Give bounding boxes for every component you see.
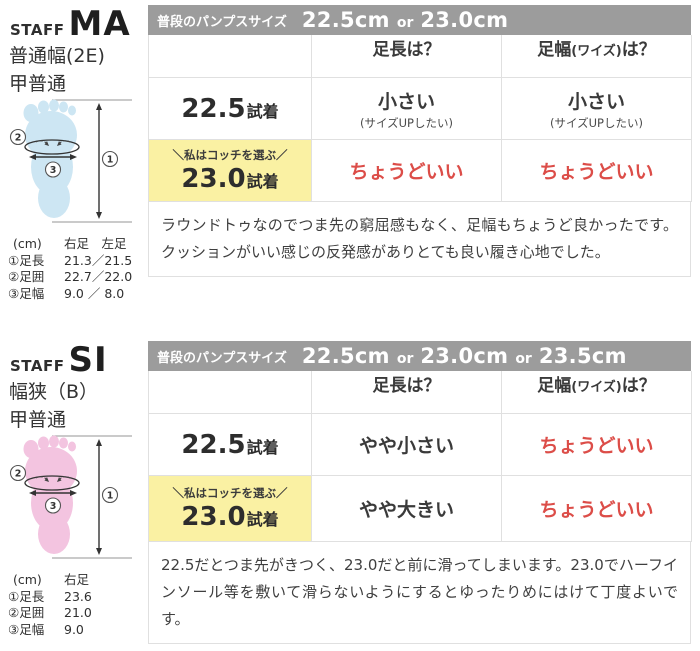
- column-header-width: 足幅 (ワイズ) は？: [502, 371, 692, 414]
- usual-size-bar: 普段のパンプスサイズ 22.5cm or 23.0cm or 23.5cm: [148, 341, 691, 371]
- fit-result-length: やや小さい: [312, 414, 502, 476]
- measurement-columns: 右足 左足: [64, 236, 127, 251]
- width-arrowhead-right: [70, 490, 77, 496]
- usual-size-label: 普段のパンプスサイズ: [157, 14, 287, 30]
- foot-shape: [23, 435, 77, 554]
- fit-review-table: 普段のパンプスサイズ 22.5cm or 23.0cm 足長は？ 足幅 (ワイズ)…: [148, 5, 692, 277]
- tryon-size-cell: 22.5試着: [149, 78, 312, 140]
- staff-name: SI: [68, 340, 108, 380]
- circled-3-icon: 3: [44, 161, 62, 178]
- length-arrowhead-top: [96, 439, 102, 446]
- fit-result-length: 小さい (サイズUPしたい): [312, 78, 502, 140]
- girth-dashed-arrow-right: [57, 476, 71, 481]
- measurement-row: ①足長 23.6: [8, 588, 92, 604]
- circled-2-icon: 2: [9, 128, 27, 146]
- circled-2-icon: 2: [9, 464, 27, 482]
- fit-result-length: やや大きい: [312, 476, 502, 542]
- measurement-columns: 右足: [64, 572, 90, 587]
- or-label: or: [396, 15, 414, 31]
- staff-comment: 22.5だとつま先がきつく、23.0だと前に滑ってしまいます。23.0でハーフイ…: [148, 542, 691, 644]
- measurement-unit: (cm): [13, 572, 42, 587]
- girth-ellipse: [24, 139, 80, 155]
- svg-text:3: 3: [50, 165, 57, 176]
- foot-shape: [23, 99, 77, 218]
- staff-prefix-label: STAFF: [10, 357, 65, 375]
- measurement-row: ③足幅 9.0: [8, 621, 84, 637]
- circled-3-icon: 3: [44, 497, 62, 514]
- usual-size-values: 22.5cm or 23.0cm or 23.5cm: [301, 344, 627, 368]
- fit-result-width: ちょうどいい: [502, 140, 692, 202]
- dash-arrowhead-right: [57, 141, 62, 146]
- tryon-size-cell-picked: ＼私はコッチを選ぶ／ 23.0試着: [149, 140, 312, 202]
- foot-diagram: 2 3 1: [9, 435, 132, 559]
- foot-measurements: (cm) 右足 左足 ①足長 21.3／21.5 ②足囲 22.7／22.0 ③…: [8, 236, 132, 302]
- or-label: or: [396, 351, 414, 367]
- length-arrowhead-bottom: [96, 548, 102, 555]
- measurement-row: ①足長 21.3／21.5: [8, 252, 133, 268]
- usual-size-values: 22.5cm or 23.0cm: [301, 8, 509, 32]
- fit-result-length: ちょうどいい: [312, 140, 502, 202]
- measurement-row: ③足幅 9.0 ／ 8.0: [8, 285, 125, 301]
- or-label: or: [515, 351, 532, 367]
- usual-size-bar: 普段のパンプスサイズ 22.5cm or 23.0cm: [148, 5, 691, 35]
- width-arrowhead-left: [29, 490, 36, 496]
- fit-result-width: ちょうどいい: [502, 414, 692, 476]
- foot-width-type: 幅狭（B）: [9, 381, 99, 403]
- staff-title: STAFF SI: [10, 340, 108, 380]
- my-pick-banner: ＼私はコッチを選ぶ／: [172, 148, 288, 162]
- foot-diagram: 2 3 1: [9, 99, 132, 223]
- column-header-length: 足長は？: [312, 35, 502, 78]
- measurement-row: ②足囲 22.7／22.0: [8, 269, 133, 284]
- svg-text:1: 1: [107, 154, 114, 165]
- dash-arrowhead-left: [44, 477, 49, 482]
- dash-arrowhead-right: [57, 477, 62, 482]
- girth-ellipse: [24, 475, 80, 491]
- usual-size-label: 普段のパンプスサイズ: [157, 350, 287, 366]
- fit-result-width: ちょうどいい: [502, 476, 692, 542]
- staff-title: STAFF MA: [10, 4, 131, 44]
- circled-1-icon: 1: [101, 486, 119, 504]
- corner-cell: [149, 371, 312, 414]
- fit-grid: 足長は？ 足幅 (ワイズ) は？ 22.5試着 やや小さい ちょうどいい ＼私はコッ…: [148, 371, 692, 542]
- fit-review-table: 普段のパンプスサイズ 22.5cm or 23.0cm or 23.5cm 足長…: [148, 341, 692, 644]
- svg-text:2: 2: [15, 468, 22, 479]
- corner-cell: [149, 35, 312, 78]
- measurement-header-row: (cm) 右足: [8, 572, 92, 589]
- svg-text:1: 1: [107, 490, 114, 501]
- fit-grid: 足長は？ 足幅 (ワイズ) は？ 22.5試着 小さい (サイズUPしたい) 小さい…: [148, 35, 692, 202]
- staff-section-ma: STAFF MA 普通幅(2E) 甲普通: [0, 0, 700, 320]
- tryon-size-cell: 22.5試着: [149, 414, 312, 476]
- length-arrowhead-bottom: [96, 212, 102, 219]
- foot-measurements: (cm) 右足 ①足長 23.6 ②足囲 21.0 ③足幅 9.0: [8, 572, 92, 638]
- instep-type: 甲普通: [9, 409, 67, 431]
- fit-result-width: 小さい (サイズUPしたい): [502, 78, 692, 140]
- girth-dashed-arrow-right: [57, 140, 71, 145]
- column-header-width: 足幅 (ワイズ) は？: [502, 35, 692, 78]
- width-arrowhead-right: [70, 154, 77, 160]
- foot-width-type: 普通幅(2E): [9, 45, 105, 67]
- column-header-length: 足長は？: [312, 371, 502, 414]
- svg-text:3: 3: [50, 501, 57, 512]
- dash-arrowhead-left: [44, 141, 49, 146]
- svg-text:2: 2: [15, 132, 22, 143]
- girth-dashed-arrow-left: [35, 476, 49, 481]
- staff-prefix-label: STAFF: [10, 21, 65, 39]
- staff-name: MA: [68, 4, 131, 44]
- tryon-size-cell-picked: ＼私はコッチを選ぶ／ 23.0試着: [149, 476, 312, 542]
- staff-section-si: STAFF SI 幅狭（B） 甲普通: [0, 336, 700, 651]
- staff-comment: ラウンドトゥなのでつま先の窮屈感もなく、足幅もちょうど良かったです。クッションが…: [148, 202, 691, 277]
- length-arrowhead-top: [96, 103, 102, 110]
- girth-dashed-arrow-left: [35, 140, 49, 145]
- measurement-row: ②足囲 21.0: [8, 605, 92, 620]
- width-arrowhead-left: [29, 154, 36, 160]
- instep-type: 甲普通: [9, 73, 67, 95]
- measurement-unit: (cm): [13, 236, 42, 251]
- measurement-header-row: (cm) 右足 左足: [8, 236, 132, 253]
- my-pick-banner: ＼私はコッチを選ぶ／: [172, 486, 288, 500]
- circled-1-icon: 1: [101, 150, 119, 168]
